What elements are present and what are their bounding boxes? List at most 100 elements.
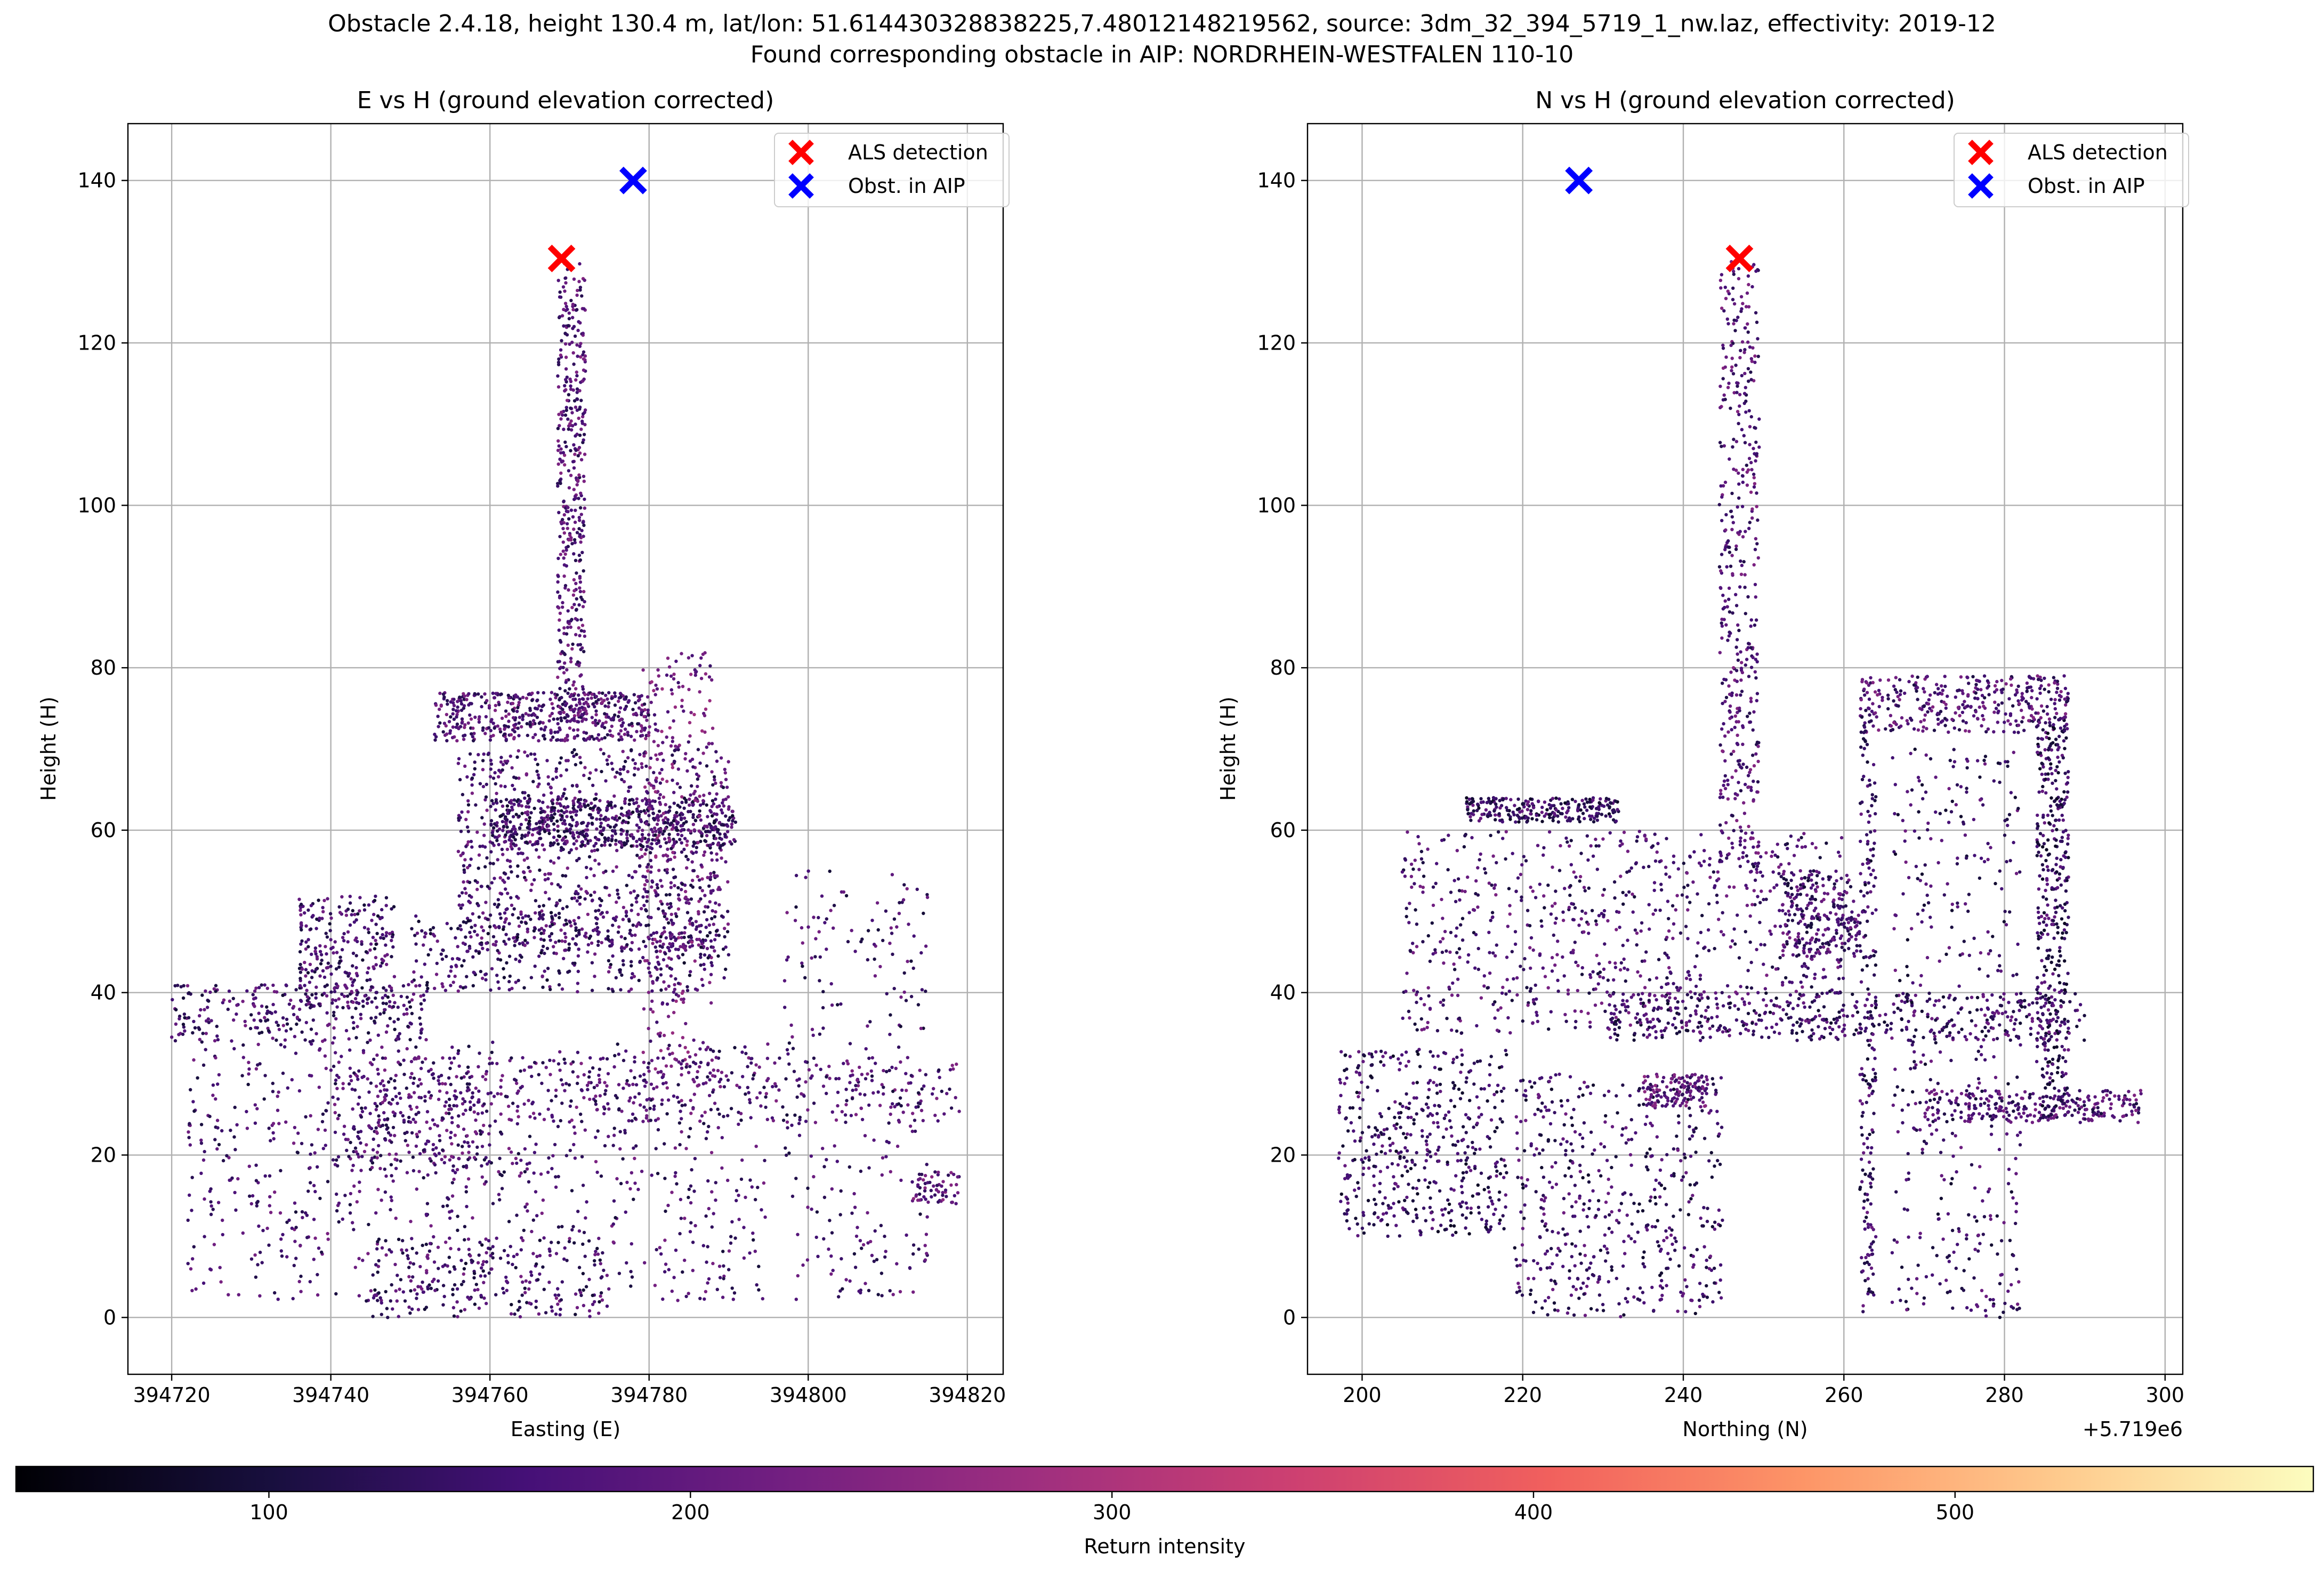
lidar-point bbox=[647, 798, 651, 802]
lidar-point bbox=[392, 1020, 396, 1024]
lidar-point bbox=[696, 874, 700, 879]
lidar-point bbox=[885, 992, 889, 996]
lidar-point bbox=[560, 410, 563, 414]
lidar-point bbox=[586, 803, 590, 807]
lidar-point bbox=[691, 823, 696, 826]
lidar-point bbox=[659, 935, 663, 939]
lidar-point bbox=[633, 933, 637, 937]
lidar-point bbox=[366, 997, 369, 1001]
lidar-point bbox=[209, 1019, 213, 1023]
lidar-point bbox=[643, 726, 647, 730]
lidar-point bbox=[651, 830, 655, 834]
lidar-point bbox=[499, 814, 503, 818]
lidar-point bbox=[433, 738, 437, 742]
lidar-point bbox=[448, 1056, 451, 1060]
lidar-point bbox=[519, 1171, 523, 1175]
lidar-point bbox=[399, 1111, 402, 1115]
lidar-point bbox=[566, 526, 570, 530]
lidar-point bbox=[851, 1088, 854, 1092]
lidar-point bbox=[627, 1083, 631, 1087]
lidar-point bbox=[299, 902, 303, 906]
lidar-point bbox=[251, 1194, 255, 1198]
lidar-point bbox=[595, 817, 599, 821]
lidar-point bbox=[630, 964, 633, 968]
lidar-point bbox=[438, 1139, 442, 1142]
lidar-point bbox=[192, 1109, 196, 1113]
lidar-point bbox=[784, 1146, 787, 1150]
lidar-point bbox=[564, 922, 569, 926]
lidar-point bbox=[560, 719, 563, 723]
lidar-point bbox=[732, 838, 736, 842]
lidar-point bbox=[888, 1289, 892, 1293]
lidar-point bbox=[341, 936, 345, 939]
lidar-point bbox=[594, 841, 598, 846]
lidar-point bbox=[326, 961, 330, 965]
lidar-point bbox=[173, 1039, 177, 1043]
lidar-point bbox=[495, 821, 499, 825]
lidar-point bbox=[659, 967, 663, 971]
lidar-point bbox=[555, 838, 559, 842]
lidar-point bbox=[581, 605, 585, 609]
lidar-point bbox=[533, 1116, 537, 1120]
lidar-point bbox=[543, 878, 547, 882]
lidar-point bbox=[189, 1088, 192, 1092]
lidar-point bbox=[535, 716, 539, 719]
lidar-point bbox=[329, 916, 333, 920]
lidar-point bbox=[669, 918, 673, 922]
lidar-point bbox=[676, 1299, 680, 1302]
lidar-point bbox=[411, 992, 416, 996]
lidar-point bbox=[526, 930, 529, 934]
lidar-point bbox=[563, 463, 567, 467]
lidar-point bbox=[717, 886, 721, 889]
lidar-point bbox=[301, 1216, 304, 1220]
lidar-point bbox=[600, 737, 604, 741]
lidar-point bbox=[569, 1099, 573, 1103]
lidar-point bbox=[358, 909, 361, 913]
lidar-point bbox=[629, 734, 633, 739]
lidar-point bbox=[546, 1107, 550, 1111]
lidar-point bbox=[558, 802, 562, 806]
lidar-point bbox=[731, 819, 735, 823]
lidar-point bbox=[679, 1217, 683, 1220]
lidar-point bbox=[563, 384, 567, 387]
lidar-point bbox=[618, 706, 623, 710]
lidar-point bbox=[632, 1101, 635, 1105]
lidar-point bbox=[510, 870, 513, 874]
lidar-point bbox=[605, 806, 609, 810]
lidar-point bbox=[530, 833, 535, 837]
lidar-point bbox=[469, 1254, 472, 1258]
lidar-point bbox=[507, 922, 511, 926]
lidar-point bbox=[602, 1112, 606, 1116]
lidar-point bbox=[537, 825, 542, 829]
lidar-point bbox=[317, 1085, 321, 1089]
lidar-point bbox=[942, 1112, 946, 1116]
lidar-point bbox=[678, 1043, 682, 1048]
lidar-point bbox=[520, 833, 524, 837]
lidar-point bbox=[580, 840, 585, 844]
lidar-point bbox=[376, 1033, 380, 1037]
lidar-point bbox=[732, 1291, 737, 1295]
lidar-point bbox=[607, 715, 610, 719]
lidar-point bbox=[550, 702, 554, 706]
lidar-point bbox=[357, 1257, 361, 1260]
lidar-point bbox=[560, 650, 564, 654]
lidar-point bbox=[514, 813, 518, 816]
lidar-point bbox=[590, 735, 594, 739]
lidar-point bbox=[598, 1077, 602, 1082]
lidar-point bbox=[566, 805, 570, 809]
lidar-point bbox=[519, 1248, 523, 1252]
lidar-point bbox=[614, 839, 618, 842]
lidar-point bbox=[480, 816, 484, 820]
lidar-point bbox=[848, 1081, 852, 1084]
lidar-point bbox=[286, 1086, 289, 1090]
lidar-point bbox=[370, 919, 374, 922]
lidar-point bbox=[867, 1103, 871, 1107]
lidar-point bbox=[706, 1245, 709, 1249]
lidar-point bbox=[568, 811, 572, 814]
lidar-point bbox=[353, 996, 358, 1001]
lidar-point bbox=[656, 893, 660, 897]
lidar-point bbox=[661, 1082, 665, 1085]
lidar-point bbox=[671, 998, 675, 1002]
lidar-point bbox=[470, 732, 473, 736]
lidar-point bbox=[515, 895, 519, 898]
